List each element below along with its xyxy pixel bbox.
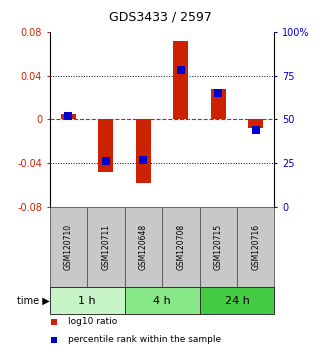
Text: log10 ratio: log10 ratio bbox=[68, 317, 117, 326]
Text: GSM120708: GSM120708 bbox=[176, 224, 185, 270]
Bar bbox=[237, 207, 274, 287]
Point bbox=[216, 90, 221, 96]
Point bbox=[178, 68, 183, 73]
Point bbox=[52, 337, 57, 343]
Point bbox=[66, 113, 71, 119]
Bar bbox=[87, 207, 125, 287]
Bar bbox=[50, 207, 87, 287]
Text: GDS3433 / 2597: GDS3433 / 2597 bbox=[109, 10, 212, 23]
Bar bbox=[50, 287, 125, 314]
Bar bbox=[248, 119, 263, 128]
Bar bbox=[99, 119, 113, 172]
Text: GSM120716: GSM120716 bbox=[251, 224, 260, 270]
Bar bbox=[200, 287, 274, 314]
Text: percentile rank within the sample: percentile rank within the sample bbox=[68, 335, 221, 344]
Text: 24 h: 24 h bbox=[225, 296, 249, 306]
Bar bbox=[125, 287, 200, 314]
Bar bbox=[200, 207, 237, 287]
Text: GSM120648: GSM120648 bbox=[139, 224, 148, 270]
Text: GSM120715: GSM120715 bbox=[214, 224, 223, 270]
Bar bbox=[162, 207, 200, 287]
Bar bbox=[61, 114, 76, 119]
Point bbox=[52, 319, 57, 324]
Text: 4 h: 4 h bbox=[153, 296, 171, 306]
Text: 1 h: 1 h bbox=[78, 296, 96, 306]
Point bbox=[141, 157, 146, 162]
Bar bbox=[136, 119, 151, 183]
Bar bbox=[173, 41, 188, 119]
Text: GSM120710: GSM120710 bbox=[64, 224, 73, 270]
Point bbox=[103, 159, 108, 164]
Point bbox=[253, 127, 258, 133]
Bar bbox=[125, 207, 162, 287]
Bar bbox=[211, 89, 226, 119]
Text: GSM120711: GSM120711 bbox=[101, 224, 110, 270]
Text: time ▶: time ▶ bbox=[17, 296, 50, 306]
